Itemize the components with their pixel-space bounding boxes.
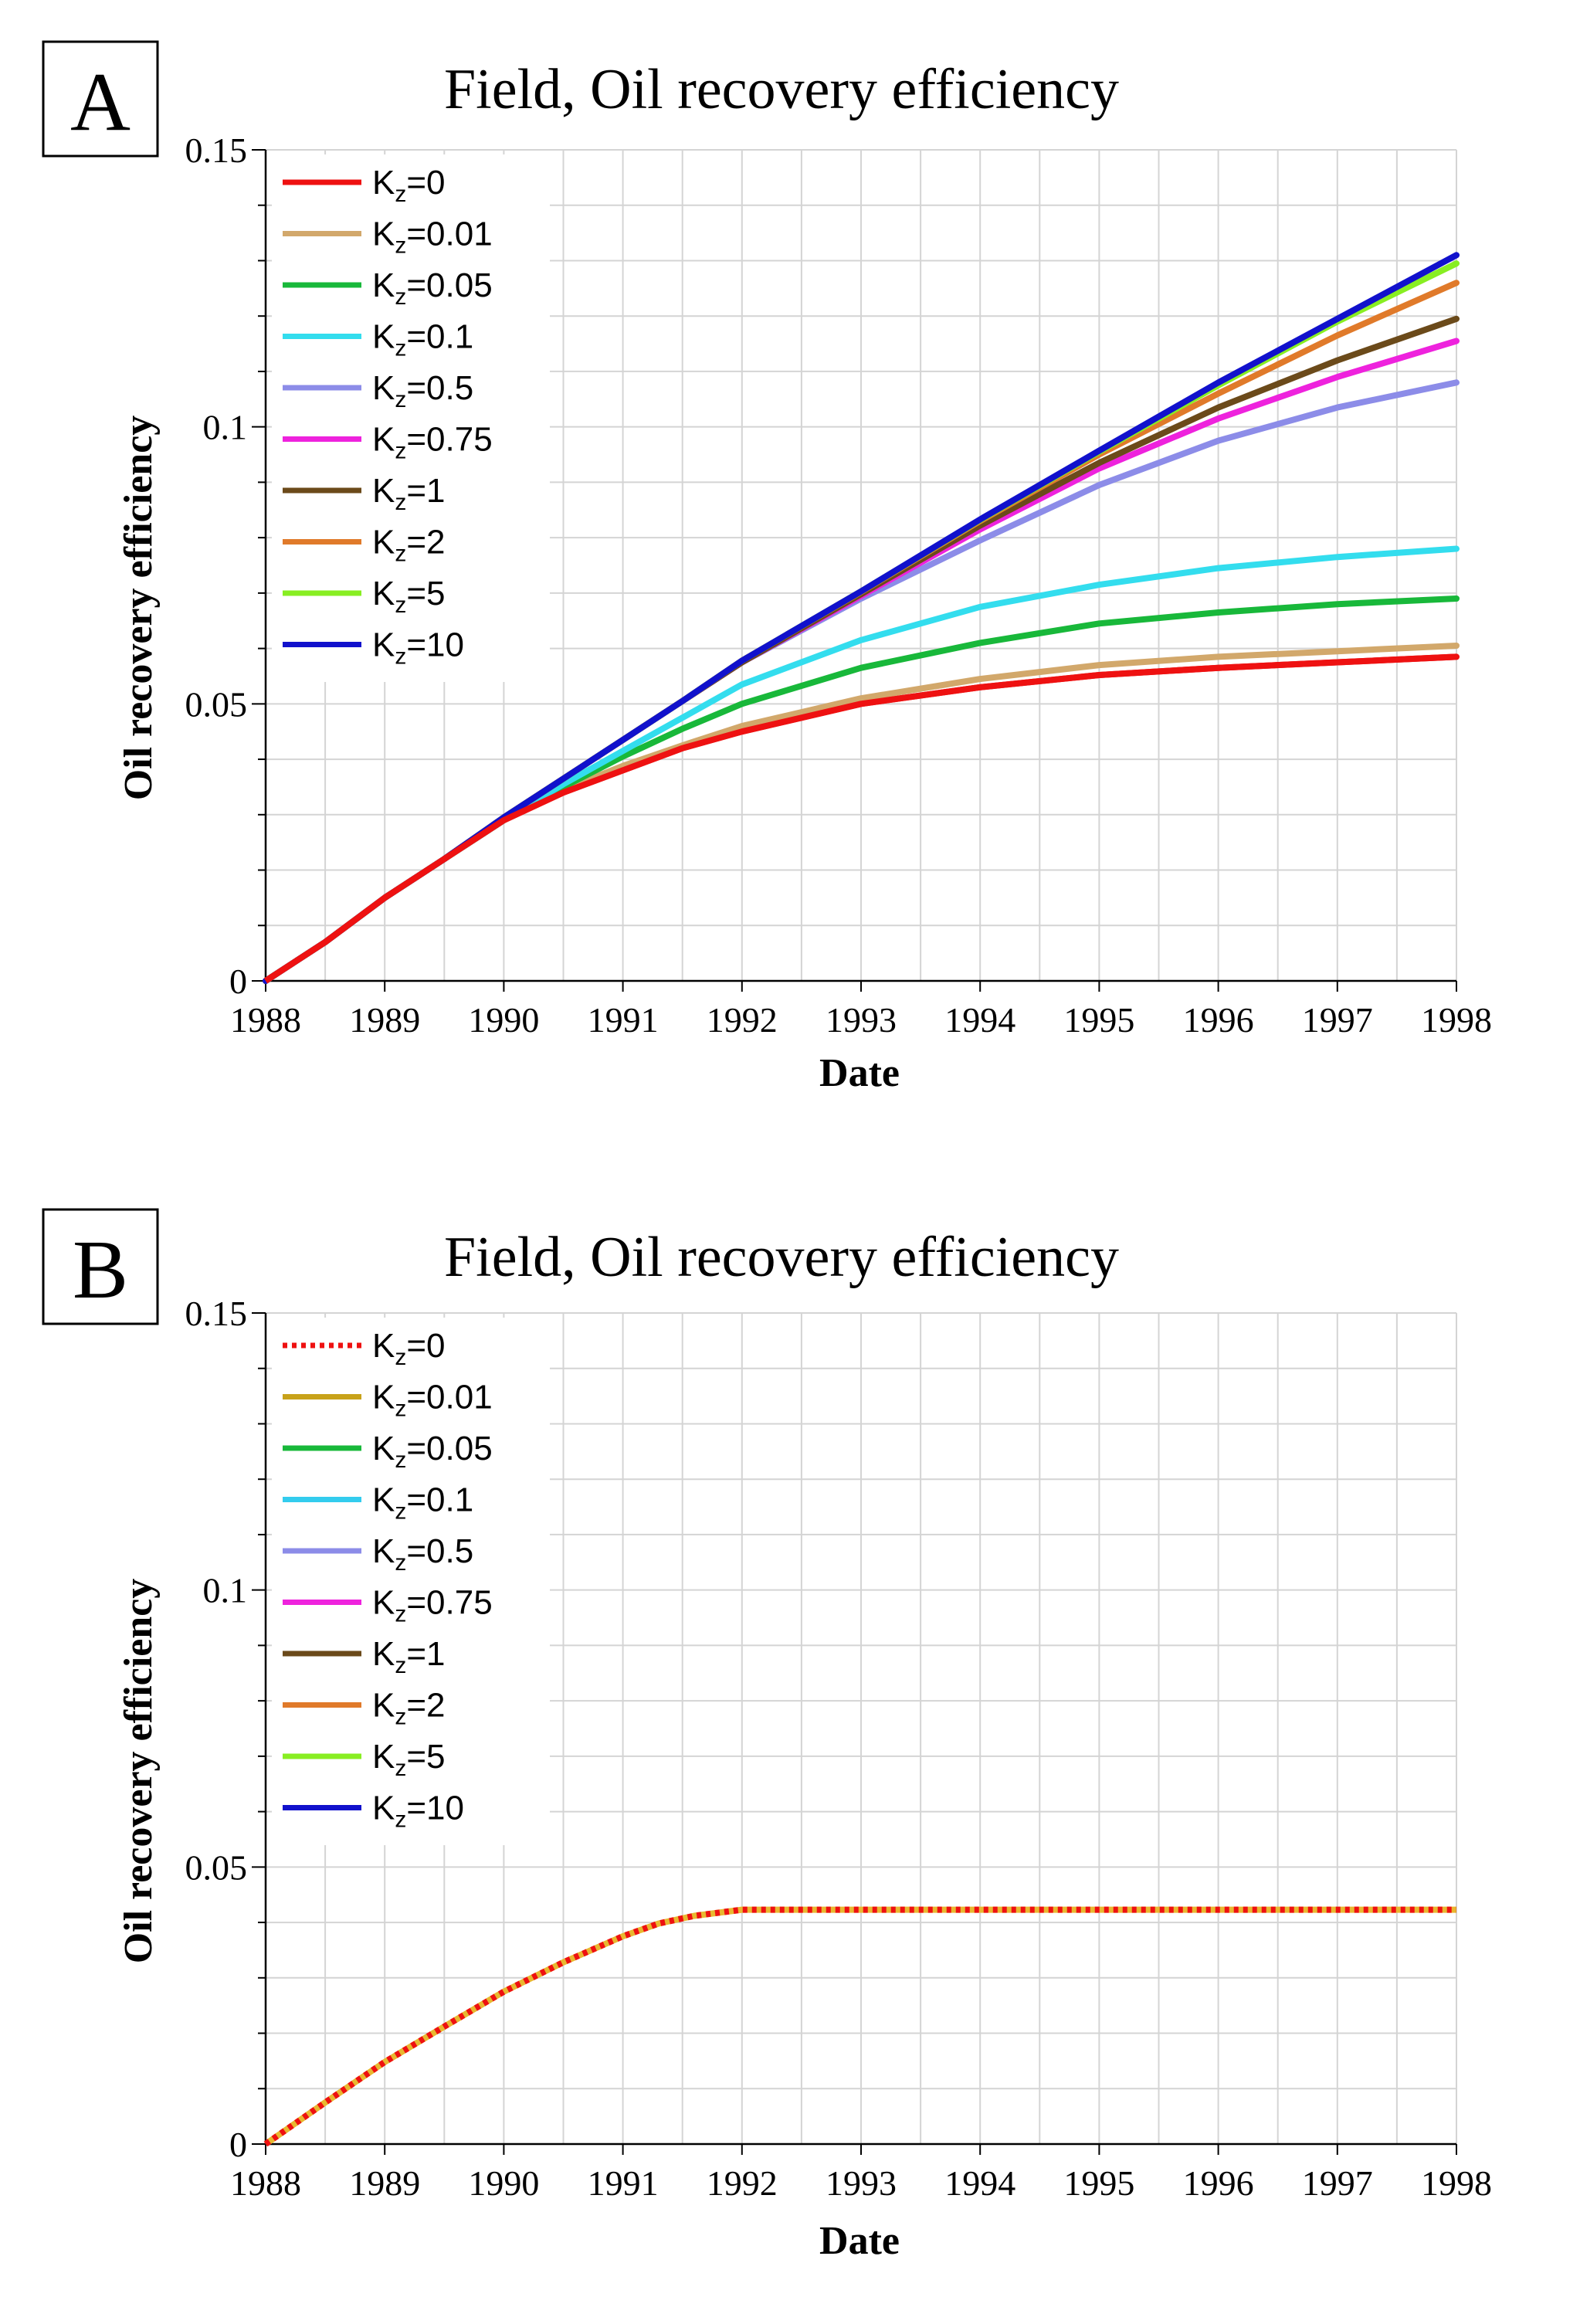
legend-entry: Kz=0.1 [372, 318, 473, 361]
y-tick-label: 0.15 [185, 1294, 248, 1333]
x-tick-label: 1995 [1063, 2163, 1134, 2203]
y-axis-label: Oil recovery efficiency [117, 416, 161, 801]
x-tick-label: 1998 [1421, 2163, 1492, 2203]
legend-entry: Kz=0 [372, 1327, 446, 1370]
panel-b: B Field, Oil recovery efficiency Oil rec… [42, 1208, 1493, 2263]
legend-entry: Kz=0.1 [372, 1481, 473, 1525]
legend-entry: Kz=0.75 [372, 421, 493, 464]
chart-title: Field, Oil recovery efficiency [444, 58, 1119, 121]
series-line-overlapped [263, 1906, 1456, 2147]
x-tick-label: 1990 [468, 1000, 539, 1040]
legend-entry: Kz=0.75 [372, 1584, 493, 1627]
x-tick-label: 1989 [349, 2163, 420, 2203]
x-tick-label: 1994 [944, 2163, 1015, 2203]
x-tick-label: 1988 [230, 2163, 301, 2203]
legend-entry: Kz=0.5 [372, 1532, 473, 1576]
x-tick-label: 1995 [1063, 1000, 1134, 1040]
y-tick-label: 0 [229, 962, 247, 1001]
legend-entry: Kz=1 [372, 1635, 446, 1678]
legend-entry: Kz=10 [372, 1790, 464, 1833]
legend-entry: Kz=2 [372, 524, 446, 567]
legend-entry: Kz=10 [372, 626, 464, 670]
legend-entry: Kz=1 [372, 472, 446, 515]
legend-entry: Kz=0.01 [372, 1379, 493, 1422]
x-tick-label: 1988 [230, 1000, 301, 1040]
legend: Kz=0 Kz=0.01 Kz=0.05 Kz=0.1 Kz=0.5 Kz=0.75 Kz=… [272, 154, 550, 682]
y-tick-label: 0 [229, 2125, 247, 2164]
panel-label-box [42, 1208, 159, 1325]
series [263, 252, 1460, 984]
x-tick-label: 1993 [826, 2163, 897, 2203]
x-axis-label: Date [819, 1051, 900, 1095]
panel-a: A Field, Oil recovery efficiency Oil rec… [42, 40, 1493, 1095]
axes: 0 0.05 0.1 0.15 1988 1989 1990 1991 1992 1993 1994… [185, 1294, 1493, 2203]
x-tick-label: 1997 [1302, 1000, 1373, 1040]
legend-entry: Kz=0.01 [372, 215, 493, 259]
legend-entry: Kz=0.5 [372, 369, 473, 412]
legend-entry: Kz=0.05 [372, 1430, 493, 1473]
panel-label-box [42, 40, 159, 158]
x-axis-label: Date [819, 2219, 900, 2263]
y-tick-label: 0.05 [185, 684, 248, 724]
y-axis-label: Oil recovery efficiency [117, 1579, 161, 1964]
x-tick-label: 1992 [707, 1000, 778, 1040]
x-tick-label: 1997 [1302, 2163, 1373, 2203]
panel-label: A [70, 56, 131, 148]
x-tick-label: 1996 [1183, 1000, 1254, 1040]
series-line-kz-0-top [263, 653, 1457, 984]
x-tick-label: 1990 [468, 2163, 539, 2203]
y-tick-label: 0.1 [203, 408, 248, 447]
legend-entry: Kz=2 [372, 1687, 446, 1730]
axes: 0 0.05 0.1 0.15 1988 1989 1990 1991 1992 1993 1994… [185, 131, 1493, 1040]
legend-entry: Kz=5 [372, 1738, 446, 1781]
x-tick-label: 1991 [588, 1000, 659, 1040]
y-tick-label: 0.05 [185, 1847, 248, 1887]
series [263, 1906, 1456, 2147]
x-tick-label: 1993 [826, 1000, 897, 1040]
y-tick-label: 0.1 [203, 1571, 248, 1610]
x-tick-label: 1994 [944, 1000, 1015, 1040]
chart-title: Field, Oil recovery efficiency [444, 1226, 1119, 1289]
x-tick-label: 1991 [588, 2163, 659, 2203]
legend: Kz=0 Kz=0.01 Kz=0.05 Kz=0.1 Kz=0.5 Kz=0.75 Kz=… [272, 1318, 550, 1845]
x-tick-label: 1996 [1183, 2163, 1254, 2203]
x-tick-label: 1998 [1421, 1000, 1492, 1040]
x-tick-label: 1992 [707, 2163, 778, 2203]
panel-label: B [73, 1224, 128, 1316]
legend-entry: Kz=0.05 [372, 266, 493, 310]
legend-entry: Kz=5 [372, 575, 446, 618]
legend-entry: Kz=0 [372, 164, 446, 207]
x-tick-label: 1989 [349, 1000, 420, 1040]
y-tick-label: 0.15 [185, 131, 248, 170]
